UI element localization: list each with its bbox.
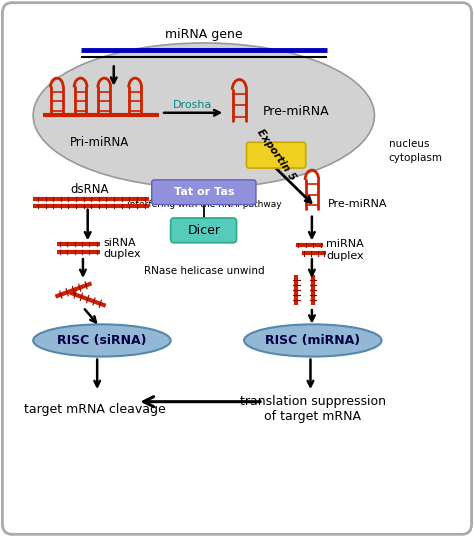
Text: Pre-miRNA: Pre-miRNA (263, 105, 330, 118)
Ellipse shape (33, 43, 374, 188)
Text: Exportin 5: Exportin 5 (255, 128, 298, 183)
Text: cytoplasm: cytoplasm (389, 154, 443, 163)
FancyBboxPatch shape (152, 180, 256, 205)
Text: siRNA
duplex: siRNA duplex (103, 238, 141, 259)
FancyBboxPatch shape (171, 218, 237, 243)
Text: RNase helicase unwind: RNase helicase unwind (144, 266, 264, 275)
FancyBboxPatch shape (246, 142, 306, 168)
Text: RISC (miRNA): RISC (miRNA) (265, 334, 360, 347)
Text: miRNA gene: miRNA gene (165, 28, 243, 41)
Text: miRNA
duplex: miRNA duplex (326, 239, 364, 260)
Text: Pri-miRNA: Pri-miRNA (70, 136, 129, 149)
FancyBboxPatch shape (2, 3, 472, 534)
Ellipse shape (244, 324, 382, 357)
Text: RISC (siRNA): RISC (siRNA) (57, 334, 146, 347)
Text: translation suppression
of target mRNA: translation suppression of target mRNA (240, 395, 386, 423)
Text: target mRNA cleavage: target mRNA cleavage (24, 403, 166, 416)
Text: dsRNA: dsRNA (71, 183, 109, 195)
Text: Pre-miRNA: Pre-miRNA (328, 199, 388, 209)
Text: nucleus: nucleus (389, 139, 429, 149)
Text: interfering with the RNAi pathway: interfering with the RNAi pathway (127, 200, 281, 208)
Ellipse shape (33, 324, 171, 357)
Text: Drosha: Drosha (173, 100, 213, 110)
Text: Tat or Tas: Tat or Tas (173, 187, 234, 197)
Text: Dicer: Dicer (187, 224, 220, 237)
